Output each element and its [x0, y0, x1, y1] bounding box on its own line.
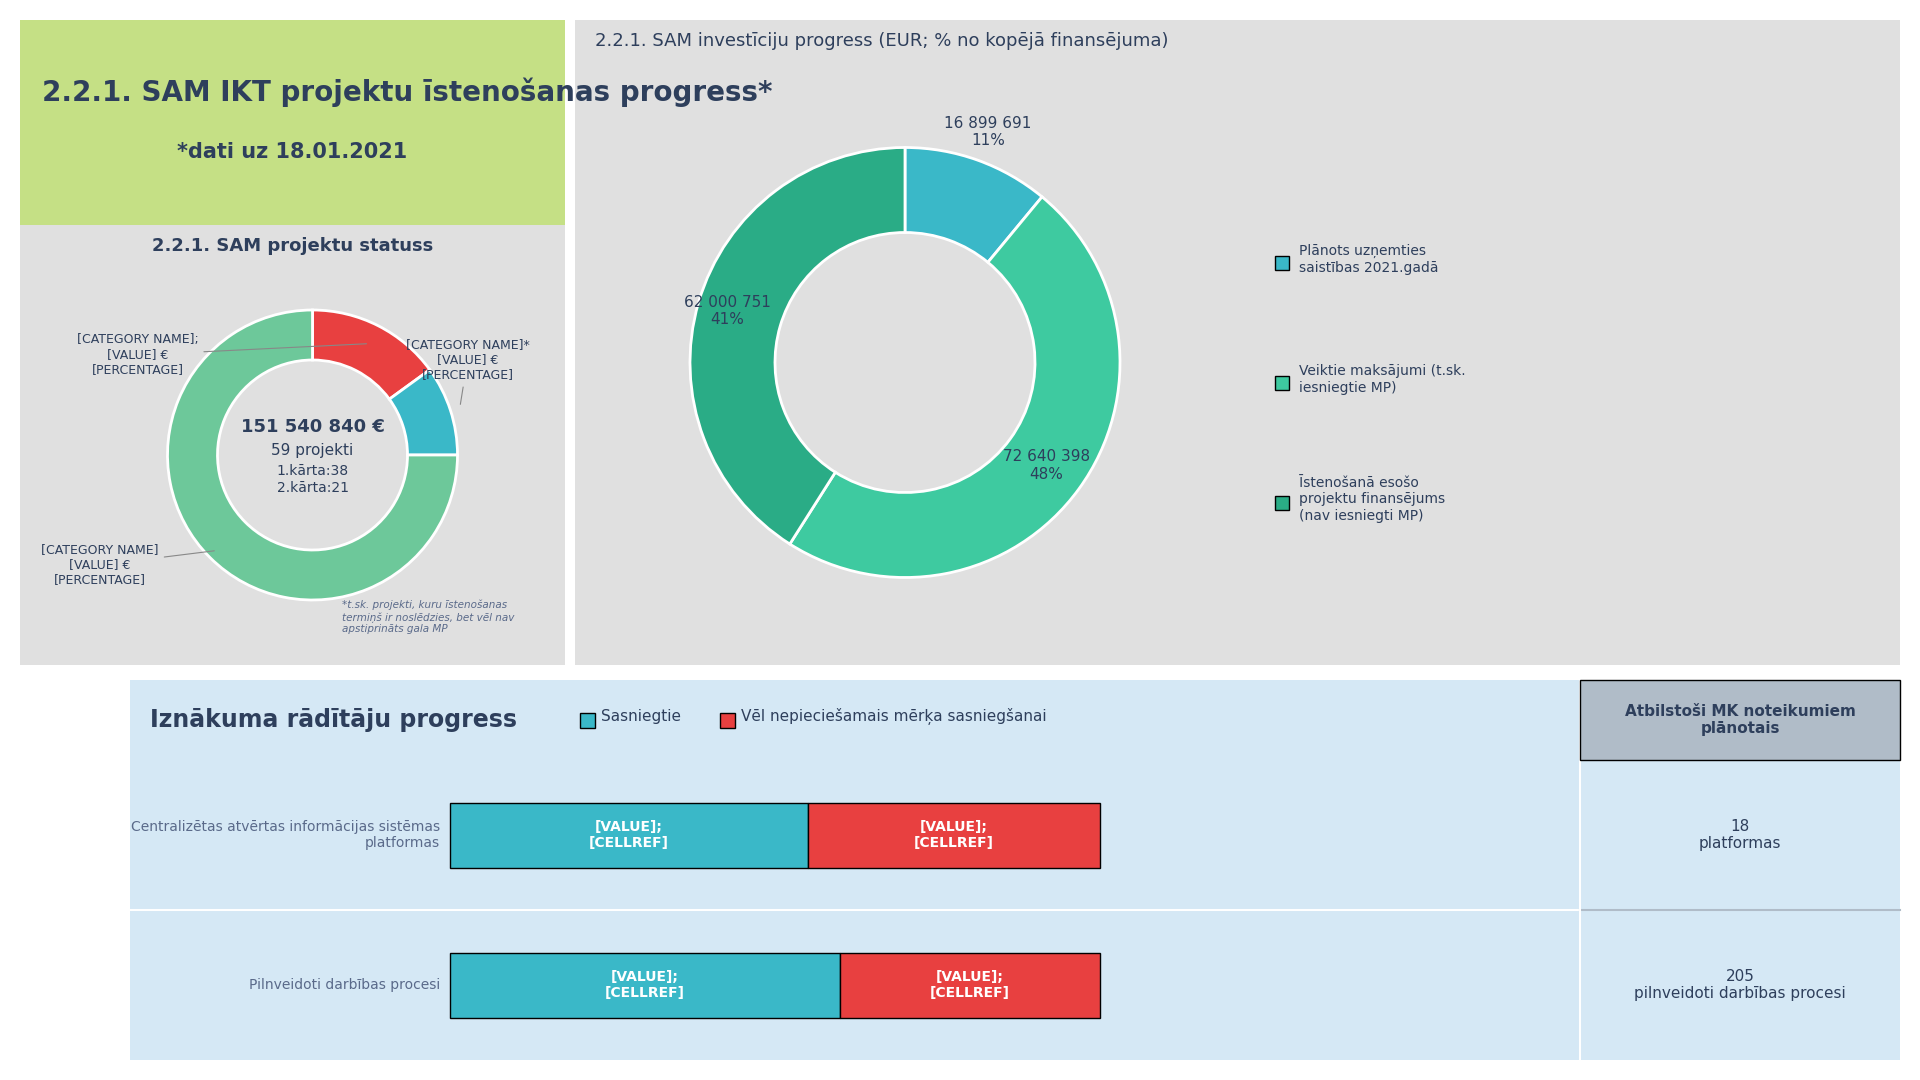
Text: 205
pilnveidoti darbības procesi: 205 pilnveidoti darbības procesi	[1634, 969, 1845, 1001]
FancyBboxPatch shape	[574, 21, 1901, 665]
Text: 59 projekti: 59 projekti	[271, 444, 353, 459]
Text: 72 640 398
48%: 72 640 398 48%	[1002, 449, 1091, 482]
FancyBboxPatch shape	[1275, 256, 1288, 270]
Text: Vēl nepieciešamais mērķa sasniegšanai: Vēl nepieciešamais mērķa sasniegšanai	[741, 708, 1046, 725]
Text: 2.2.1. SAM projektu statuss: 2.2.1. SAM projektu statuss	[152, 237, 434, 255]
Text: 62 000 751
41%: 62 000 751 41%	[684, 295, 770, 327]
Text: [VALUE];
[CELLREF]: [VALUE]; [CELLREF]	[914, 820, 995, 850]
Wedge shape	[689, 148, 904, 544]
FancyBboxPatch shape	[19, 225, 564, 665]
Text: *dati uz 18.01.2021: *dati uz 18.01.2021	[177, 143, 407, 162]
FancyBboxPatch shape	[1580, 680, 1901, 760]
Text: Pilnveidoti darbības procesi: Pilnveidoti darbības procesi	[250, 978, 440, 993]
Wedge shape	[789, 197, 1119, 578]
FancyBboxPatch shape	[1275, 376, 1288, 390]
Text: [VALUE];
[CELLREF]: [VALUE]; [CELLREF]	[929, 970, 1010, 1000]
Text: Atbilstoši MK noteikumiem
plānotais: Atbilstoši MK noteikumiem plānotais	[1624, 704, 1855, 737]
Text: 1.kārta:38: 1.kārta:38	[276, 464, 349, 478]
Wedge shape	[167, 310, 457, 600]
Text: [CATEGORY NAME]*
[VALUE] €
[PERCENTAGE]: [CATEGORY NAME]* [VALUE] € [PERCENTAGE]	[405, 338, 530, 404]
Text: Īstenošanā esošo
projektu finansējums
(nav iesniegti MP): Īstenošanā esošo projektu finansējums (n…	[1300, 476, 1446, 523]
Text: [CATEGORY NAME];
[VALUE] €
[PERCENTAGE]: [CATEGORY NAME]; [VALUE] € [PERCENTAGE]	[77, 334, 367, 377]
Wedge shape	[904, 148, 1043, 262]
FancyBboxPatch shape	[449, 953, 841, 1017]
FancyBboxPatch shape	[720, 713, 735, 728]
Wedge shape	[313, 310, 430, 400]
FancyBboxPatch shape	[1275, 496, 1288, 510]
Text: 2.2.1. SAM investīciju progress (EUR; % no kopējā finansējuma): 2.2.1. SAM investīciju progress (EUR; % …	[595, 32, 1169, 50]
Text: 16 899 691
11%: 16 899 691 11%	[945, 116, 1031, 148]
Text: 151 540 840 €: 151 540 840 €	[240, 418, 384, 436]
Text: [CATEGORY NAME]
[VALUE] €
[PERCENTAGE]: [CATEGORY NAME] [VALUE] € [PERCENTAGE]	[40, 543, 215, 586]
FancyBboxPatch shape	[449, 802, 808, 867]
Text: *t.sk. projekti, kuru īstenošanas
termiņš ir noslēdzies, bet vēl nav
apstiprināt: *t.sk. projekti, kuru īstenošanas termiņ…	[342, 600, 515, 634]
FancyBboxPatch shape	[841, 953, 1100, 1017]
FancyBboxPatch shape	[808, 802, 1100, 867]
FancyBboxPatch shape	[580, 713, 595, 728]
Text: Plānots uzņemties
saistības 2021.gadā: Plānots uzņemties saistības 2021.gadā	[1300, 244, 1438, 274]
Text: Centralizētas atvērtas informācijas sistēmas
platformas: Centralizētas atvērtas informācijas sist…	[131, 820, 440, 850]
Text: Iznākuma rādītāju progress: Iznākuma rādītāju progress	[150, 708, 516, 732]
Text: [VALUE];
[CELLREF]: [VALUE]; [CELLREF]	[589, 820, 668, 850]
Text: Sasniegtie: Sasniegtie	[601, 708, 682, 724]
Text: [VALUE];
[CELLREF]: [VALUE]; [CELLREF]	[605, 970, 685, 1000]
FancyBboxPatch shape	[19, 21, 564, 225]
Text: 18
platformas: 18 platformas	[1699, 819, 1782, 851]
FancyBboxPatch shape	[131, 680, 1901, 1059]
Text: 2.kārta:21: 2.kārta:21	[276, 481, 349, 495]
Text: 2.2.1. SAM IKT projektu īstenošanas progress*: 2.2.1. SAM IKT projektu īstenošanas prog…	[42, 78, 772, 107]
Wedge shape	[390, 369, 457, 455]
Text: Veiktie maksājumi (t.sk.
iesniegtie MP): Veiktie maksājumi (t.sk. iesniegtie MP)	[1300, 364, 1465, 394]
